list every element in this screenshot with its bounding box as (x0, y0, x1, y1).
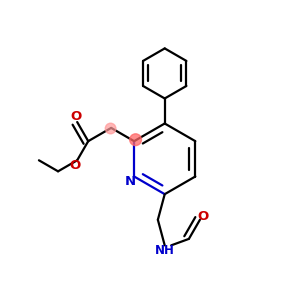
Text: O: O (70, 110, 81, 123)
Text: O: O (198, 210, 209, 223)
Circle shape (105, 123, 116, 134)
Circle shape (130, 134, 142, 146)
Text: N: N (125, 175, 136, 188)
Text: NH: NH (155, 244, 175, 257)
Text: O: O (69, 159, 80, 172)
